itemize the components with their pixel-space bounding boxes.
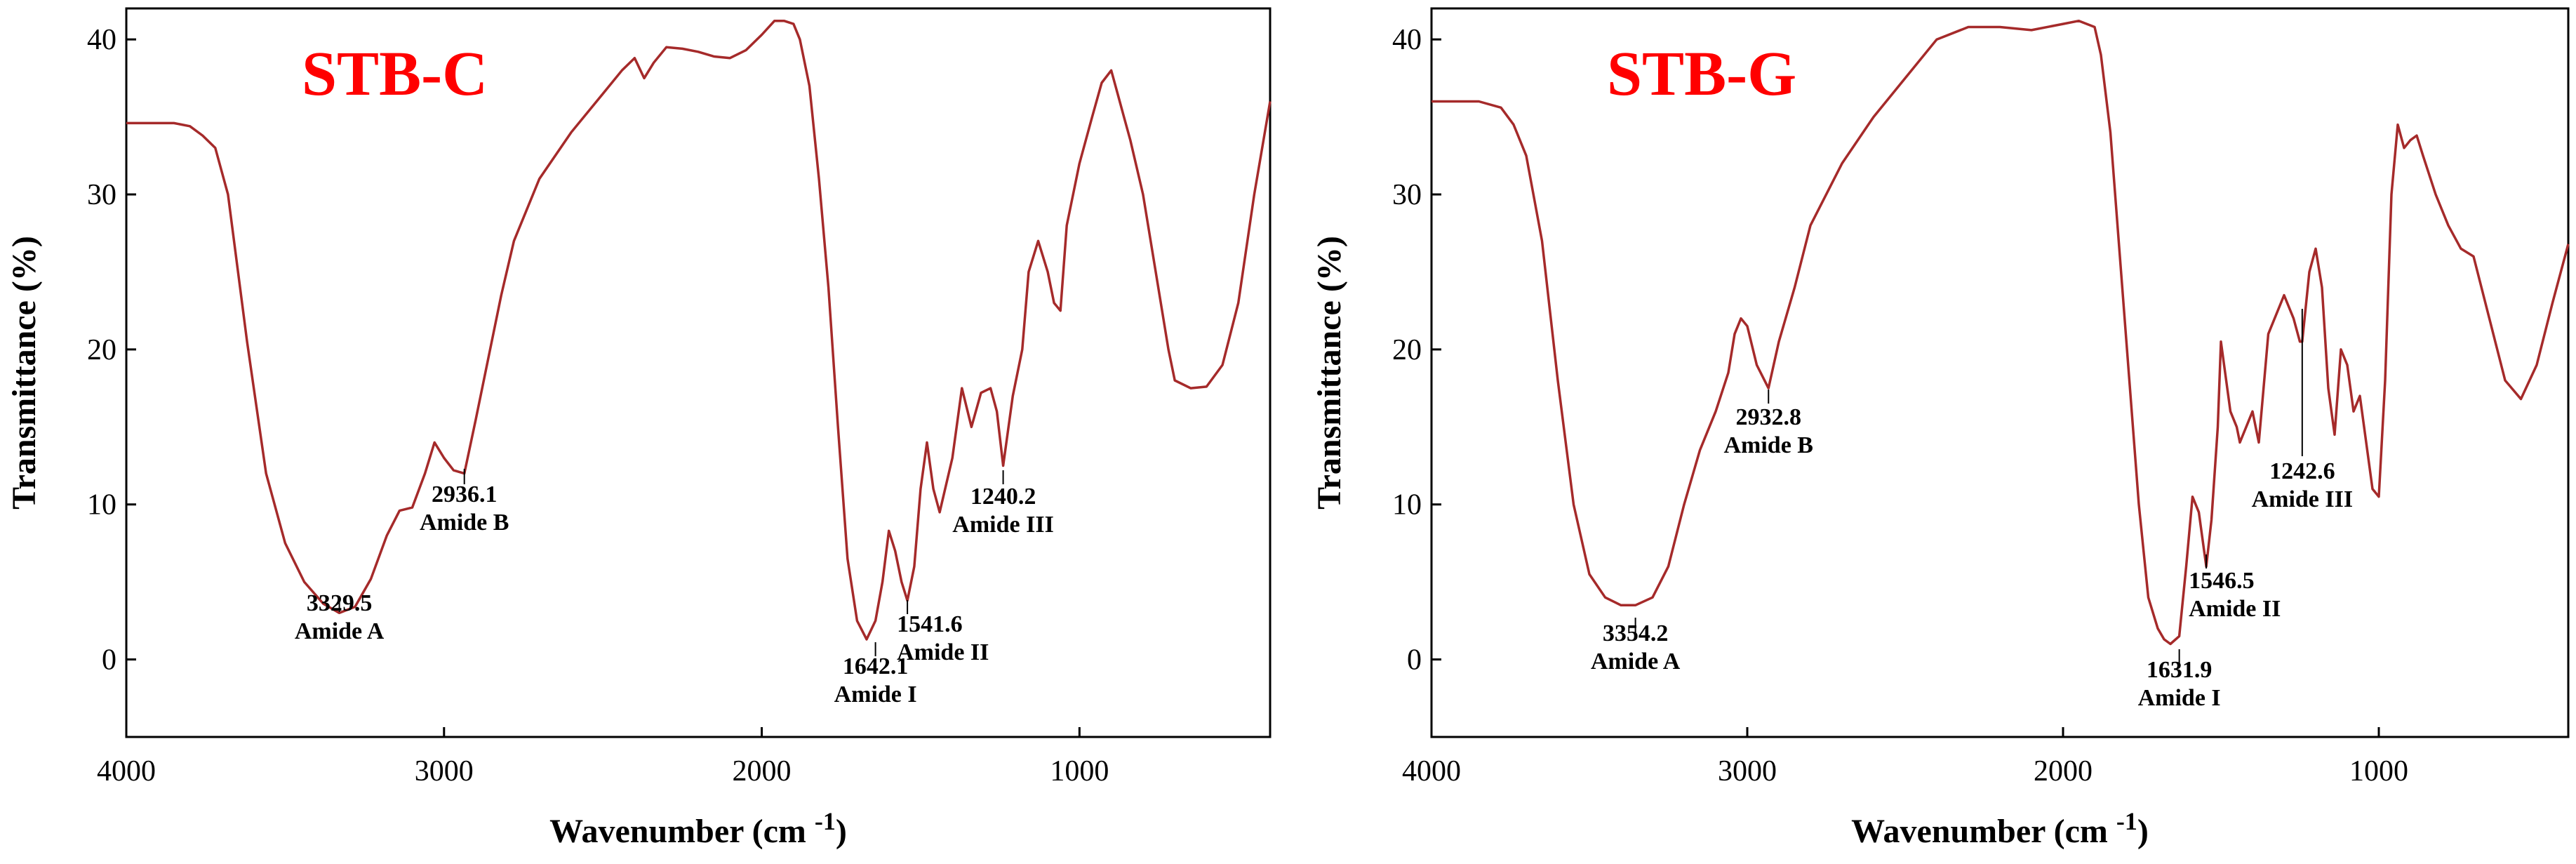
x-tick-label: 1000 <box>2349 755 2408 787</box>
x-tick-label: 2000 <box>733 755 792 787</box>
x-tick-label: 4000 <box>97 755 156 787</box>
spectrum-line <box>1432 19 2570 646</box>
peak-wavenumber-label: 1546.5 <box>2189 568 2255 594</box>
peak-assignment-label: Amide A <box>1591 649 1681 674</box>
peak-assignment-label: Amide I <box>2138 685 2221 711</box>
y-tick-label: 10 <box>87 489 116 521</box>
y-axis-title: Transmittance (%) <box>6 236 43 510</box>
peak-wavenumber-label: 1631.9 <box>2147 657 2213 683</box>
y-tick-label: 40 <box>1392 24 1422 56</box>
chart-panel-1: 0 10 20 30 40 4000 3000 2000 1000 Wavenumber (cm … <box>6 7 1272 850</box>
peak-assignment-label: Amide B <box>1723 432 1813 458</box>
y-tick-label: 20 <box>87 334 116 366</box>
peak-assignment-label: Amide II <box>897 639 989 665</box>
y-tick-label: 0 <box>1407 644 1422 677</box>
y-axis-title: Transmittance (%) <box>1311 236 1348 510</box>
peak-assignment-label: Amide II <box>2189 596 2281 622</box>
peak-wavenumber-label: 3329.5 <box>307 590 373 616</box>
x-tick-label: 1000 <box>1050 755 1109 787</box>
peak-wavenumber-label: 2936.1 <box>432 481 498 507</box>
chart-panel-2: 0 10 20 30 40 4000 3000 2000 1000 Wavenumber (cm … <box>1311 7 2570 850</box>
chart-title: STB-G <box>1607 39 1796 109</box>
y-tick-label: 30 <box>1392 179 1422 211</box>
y-tick-label: 20 <box>1392 334 1422 366</box>
y-tick-label: 40 <box>87 24 116 56</box>
x-tick-label: 4000 <box>1402 755 1461 787</box>
peak-assignment-label: Amide I <box>834 682 917 707</box>
peak-wavenumber-label: 1240.2 <box>970 484 1036 510</box>
peak-wavenumber-label: 1541.6 <box>897 611 963 637</box>
peak-wavenumber-label: 3354.2 <box>1603 620 1669 646</box>
peak-wavenumber-label: 2932.8 <box>1735 404 1801 430</box>
peak-assignment-label: Amide III <box>2252 486 2354 512</box>
spectrum-line <box>126 19 1272 641</box>
x-axis-title: Wavenumber (cm -1) <box>1851 807 2149 850</box>
peak-assignment-label: Amide B <box>420 510 509 536</box>
x-tick-label: 3000 <box>1718 755 1777 787</box>
plot-area <box>1430 7 2570 738</box>
peak-wavenumber-label: 1242.6 <box>2269 458 2335 484</box>
chart-title: STB-C <box>302 39 488 109</box>
x-axis-title: Wavenumber (cm -1) <box>549 807 847 850</box>
plot-area <box>125 7 1272 738</box>
peak-assignment-label: Amide III <box>952 512 1054 538</box>
x-tick-label: 2000 <box>2034 755 2093 787</box>
y-tick-label: 30 <box>87 179 116 211</box>
peak-wavenumber-label: 1642.1 <box>843 653 909 679</box>
y-tick-label: 10 <box>1392 489 1422 521</box>
y-tick-label: 0 <box>102 644 116 677</box>
x-tick-label: 3000 <box>415 755 474 787</box>
peak-assignment-label: Amide A <box>295 618 385 644</box>
